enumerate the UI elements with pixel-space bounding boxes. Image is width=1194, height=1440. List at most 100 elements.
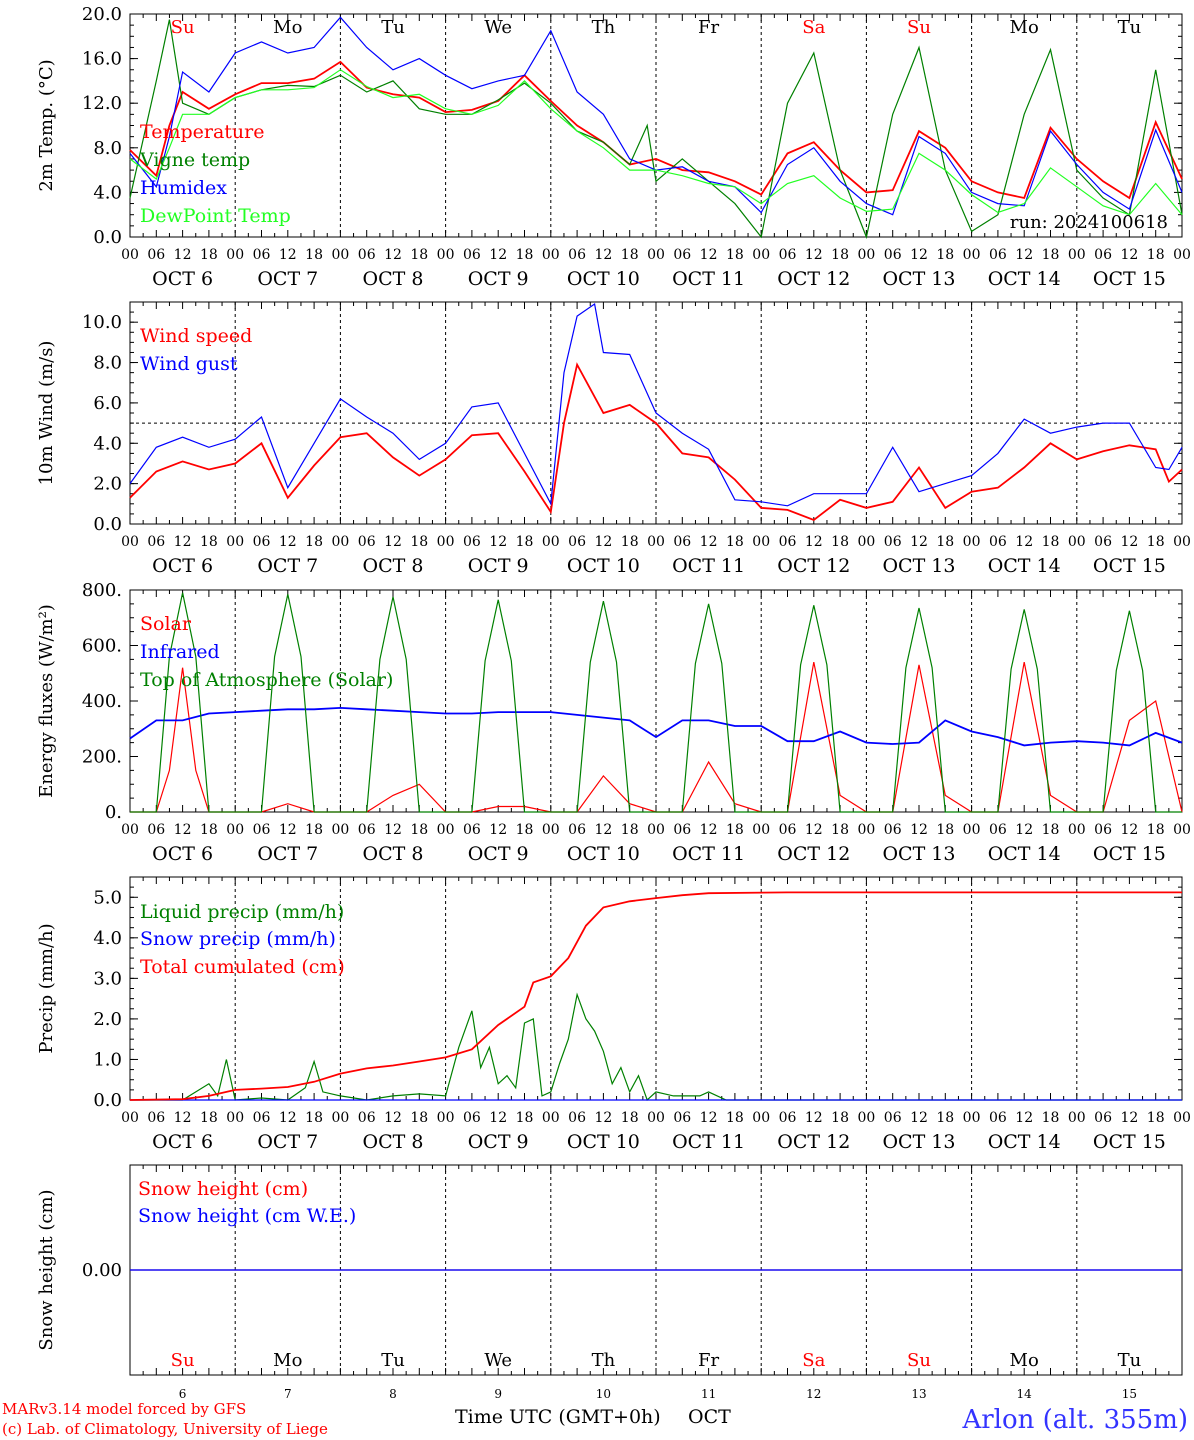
hour-tick-label: 18 <box>936 534 954 550</box>
hour-tick-label: 00 <box>121 247 139 263</box>
day-abbrev: Su <box>907 17 931 38</box>
hour-tick-label: 00 <box>1173 822 1191 838</box>
run-label: run: 2024100618 <box>1010 212 1168 233</box>
hour-tick-label: 06 <box>884 822 902 838</box>
hour-tick-label: 00 <box>857 1110 875 1126</box>
hour-tick-label: 12 <box>174 247 192 263</box>
hour-tick-label: 06 <box>779 1110 797 1126</box>
date-label: OCT 12 <box>777 1131 850 1153</box>
hour-tick-label: 00 <box>542 822 560 838</box>
hour-tick-label: 06 <box>358 247 376 263</box>
date-label: OCT 6 <box>152 1131 213 1153</box>
legend-entry: Solar <box>140 613 192 635</box>
day-abbrev: Tu <box>381 1350 405 1371</box>
y-tick-label: 5.0 <box>93 887 122 908</box>
hour-tick-label: 00 <box>121 822 139 838</box>
day-abbrev: Su <box>907 1350 931 1371</box>
hour-tick-label: 18 <box>305 822 323 838</box>
hour-tick-label: 06 <box>253 247 271 263</box>
date-label: OCT 12 <box>777 843 850 865</box>
hour-tick-label: 12 <box>1120 822 1138 838</box>
date-label: OCT 14 <box>988 1131 1061 1153</box>
hour-tick-label: 12 <box>594 534 612 550</box>
panel-wind: 0.0 2.0 4.0 6.0 8.0 10.0 10m Wind (m/s) Wind sp… <box>36 301 1191 577</box>
y-tick-label: 20.0 <box>82 4 122 25</box>
hour-tick-label: 18 <box>305 534 323 550</box>
hour-tick-label: 00 <box>963 534 981 550</box>
hour-tick-label: 06 <box>358 822 376 838</box>
day-abbrev: Th <box>592 17 616 38</box>
date-label: OCT 11 <box>672 843 745 865</box>
hour-tick-label: 12 <box>1015 534 1033 550</box>
hour-tick-label: 18 <box>305 1110 323 1126</box>
y-tick-label: 200. <box>82 747 122 768</box>
hour-tick-label: 12 <box>910 822 928 838</box>
hour-tick-label: 18 <box>200 822 218 838</box>
hour-tick-label: 00 <box>1068 1110 1086 1126</box>
hour-tick-label: 06 <box>673 534 691 550</box>
series-line-wind-speed <box>129 362 1183 522</box>
hour-tick-label: 18 <box>726 534 744 550</box>
hour-tick-label: 18 <box>200 1110 218 1126</box>
x-axis-title: Time UTC (GMT+0h) <box>455 1406 661 1428</box>
station-name: Arlon (alt. 355m) <box>961 1405 1188 1435</box>
day-abbrev: Mo <box>273 1350 302 1371</box>
hour-tick-label: 00 <box>121 1110 139 1126</box>
hour-tick-label: 12 <box>700 1110 718 1126</box>
hour-tick-label: 12 <box>174 534 192 550</box>
day-number: 11 <box>701 1387 716 1401</box>
hour-tick-label: 06 <box>779 534 797 550</box>
hour-tick-label: 06 <box>463 247 481 263</box>
hour-tick-label: 06 <box>568 822 586 838</box>
date-label: OCT 7 <box>257 268 318 290</box>
hour-tick-label: 00 <box>121 534 139 550</box>
hour-tick-label: 06 <box>884 247 902 263</box>
date-label: OCT 12 <box>777 268 850 290</box>
hour-tick-label: 12 <box>805 822 823 838</box>
hour-tick-label: 00 <box>1173 1110 1191 1126</box>
date-label: OCT 9 <box>468 1131 529 1153</box>
hour-tick-label: 12 <box>1120 1110 1138 1126</box>
hour-tick-label: 00 <box>752 534 770 550</box>
y-tick-label: 12.0 <box>82 93 122 114</box>
series-line-humidex <box>129 16 1183 216</box>
hour-tick-label: 00 <box>857 822 875 838</box>
hour-tick-label: 18 <box>621 1110 639 1126</box>
legend-entry: Humidex <box>140 177 227 199</box>
y-tick-label: 0.0 <box>93 1090 122 1111</box>
hour-tick-label: 12 <box>1120 534 1138 550</box>
hour-tick-label: 06 <box>463 534 481 550</box>
hour-tick-label: 18 <box>936 247 954 263</box>
hour-tick-label: 18 <box>1042 247 1060 263</box>
hour-tick-label: 18 <box>200 534 218 550</box>
y-tick-label: 8.0 <box>93 138 122 159</box>
day-number: 6 <box>179 1387 187 1401</box>
hour-tick-label: 18 <box>410 822 428 838</box>
hour-tick-label: 12 <box>805 534 823 550</box>
hour-tick-label: 18 <box>1147 822 1165 838</box>
date-label: OCT 8 <box>363 843 424 865</box>
hour-tick-label: 18 <box>410 1110 428 1126</box>
model-credit: MARv3.14 model forced by GFS <box>2 1400 246 1418</box>
hour-tick-label: 18 <box>516 1110 534 1126</box>
hour-tick-label: 06 <box>779 247 797 263</box>
date-label: OCT 13 <box>882 1131 955 1153</box>
hour-tick-label: 06 <box>253 534 271 550</box>
hour-tick-label: 18 <box>831 534 849 550</box>
hour-tick-label: 06 <box>779 822 797 838</box>
hour-tick-label: 00 <box>331 247 349 263</box>
hour-tick-label: 00 <box>437 247 455 263</box>
hour-tick-label: 18 <box>516 534 534 550</box>
hour-tick-label: 00 <box>752 247 770 263</box>
date-label: OCT 8 <box>363 1131 424 1153</box>
hour-tick-label: 06 <box>147 1110 165 1126</box>
legend-entry: Total cumulated (cm) <box>140 956 345 978</box>
hour-tick-label: 18 <box>1147 1110 1165 1126</box>
day-number: 12 <box>806 1387 821 1401</box>
legend-entry: Liquid precip (mm/h) <box>140 901 344 923</box>
y-tick-label: 3.0 <box>93 968 122 989</box>
hour-tick-label: 12 <box>174 822 192 838</box>
y-tick-label: 6.0 <box>93 393 122 414</box>
hour-tick-label: 18 <box>621 247 639 263</box>
legend-entry: Snow height (cm) <box>138 1178 308 1200</box>
